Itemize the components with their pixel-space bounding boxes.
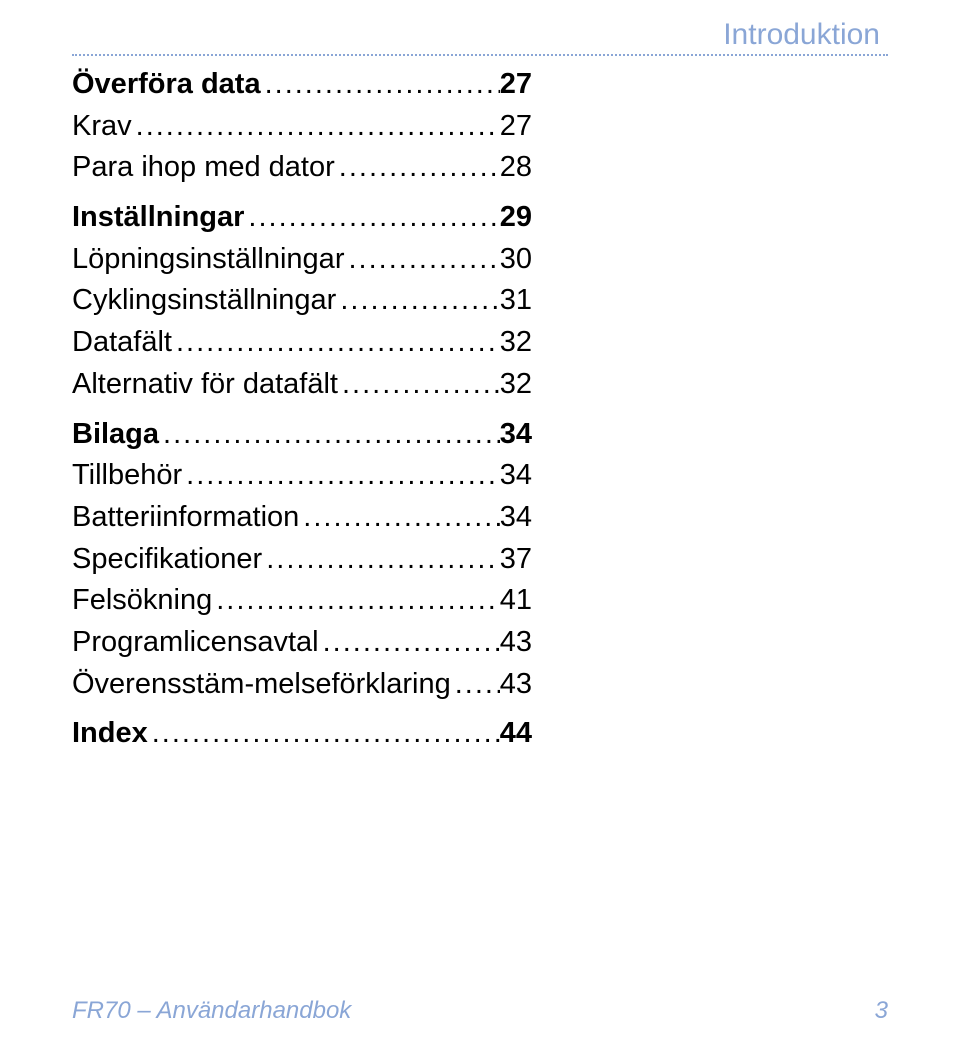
toc-item-label: Datafält — [72, 324, 172, 362]
toc-item-label: Batteriinformation — [72, 499, 299, 537]
toc-item-label: Krav — [72, 108, 132, 146]
toc-leader: ........................................… — [212, 582, 499, 620]
toc-item-page: 32 — [500, 324, 532, 362]
toc-item-label: Alternativ för datafält — [72, 366, 338, 404]
toc-leader: ........................................… — [451, 666, 500, 704]
toc-item-page: 27 — [500, 108, 532, 146]
toc-item[interactable]: Krav....................................… — [72, 108, 532, 146]
toc-item-page: 28 — [500, 149, 532, 187]
toc-leader: ........................................… — [148, 715, 500, 753]
toc-item[interactable]: Specifikationer.........................… — [72, 541, 532, 579]
toc-item[interactable]: Datafält................................… — [72, 324, 532, 362]
toc-item[interactable]: Felsökning..............................… — [72, 582, 532, 620]
toc-leader: ........................................… — [299, 499, 499, 537]
toc-item-page: 34 — [500, 457, 532, 495]
toc-heading-page: 44 — [500, 715, 532, 753]
toc-item-label: Cyklingsinställningar — [72, 282, 336, 320]
toc-leader: ........................................… — [319, 624, 500, 662]
toc-item[interactable]: Batteriinformation......................… — [72, 499, 532, 537]
toc-item-page: 30 — [500, 241, 532, 279]
toc-item-label: Specifikationer — [72, 541, 262, 579]
toc-heading-label: Inställningar — [72, 199, 244, 237]
toc-item[interactable]: Programlicensavtal......................… — [72, 624, 532, 662]
toc-leader: ........................................… — [338, 366, 500, 404]
toc-item-label: Programlicensavtal — [72, 624, 319, 662]
toc-item[interactable]: Alternativ för datafält.................… — [72, 366, 532, 404]
toc-item-page: 32 — [500, 366, 532, 404]
toc-leader: ........................................… — [132, 108, 500, 146]
toc-heading-page: 29 — [500, 199, 532, 237]
toc-item[interactable]: Para ihop med dator.....................… — [72, 149, 532, 187]
toc-group-gap — [72, 408, 532, 416]
toc-leader: ........................................… — [172, 324, 500, 362]
toc-heading-label: Bilaga — [72, 416, 159, 454]
toc-item[interactable]: Löpningsinställningar...................… — [72, 241, 532, 279]
toc-item-page: 43 — [500, 666, 532, 704]
toc-leader: ........................................… — [344, 241, 499, 279]
page-footer: FR70 – Användarhandbok 3 — [72, 997, 888, 1025]
toc-item-page: 43 — [500, 624, 532, 662]
toc-item-page: 34 — [500, 499, 532, 537]
section-title: Introduktion — [72, 18, 888, 52]
toc-item-label: Tillbehör — [72, 457, 182, 495]
toc-heading[interactable]: Index...................................… — [72, 715, 532, 753]
toc-item-label: Para ihop med dator — [72, 149, 335, 187]
footer-page-number: 3 — [875, 997, 888, 1025]
toc-heading[interactable]: Överföra data...........................… — [72, 66, 532, 104]
toc-heading-label: Överföra data — [72, 66, 261, 104]
toc-heading-label: Index — [72, 715, 148, 753]
toc-leader: ........................................… — [159, 416, 500, 454]
toc-item-page: 37 — [500, 541, 532, 579]
toc-item-label: Överensstäm-melseförklaring — [72, 666, 451, 704]
toc-group-gap — [72, 707, 532, 715]
toc-heading[interactable]: Bilaga..................................… — [72, 416, 532, 454]
page-content: Introduktion Överföra data..............… — [0, 0, 960, 753]
toc-item-label: Löpningsinställningar — [72, 241, 344, 279]
footer-left: FR70 – Användarhandbok — [72, 997, 351, 1025]
toc-heading[interactable]: Inställningar...........................… — [72, 199, 532, 237]
toc-leader: ........................................… — [182, 457, 500, 495]
toc-item-page: 31 — [500, 282, 532, 320]
toc-leader: ........................................… — [336, 282, 499, 320]
toc-heading-page: 34 — [500, 416, 532, 454]
toc-group-gap — [72, 191, 532, 199]
toc-leader: ........................................… — [261, 66, 500, 104]
toc-item[interactable]: Tillbehör...............................… — [72, 457, 532, 495]
toc-item[interactable]: Överensstäm-melseförklaring.............… — [72, 666, 532, 704]
divider — [72, 54, 888, 56]
toc-leader: ........................................… — [262, 541, 500, 579]
table-of-contents: Överföra data...........................… — [72, 66, 532, 753]
toc-item-page: 41 — [500, 582, 532, 620]
toc-leader: ........................................… — [335, 149, 500, 187]
toc-leader: ........................................… — [244, 199, 499, 237]
toc-item-label: Felsökning — [72, 582, 212, 620]
toc-heading-page: 27 — [500, 66, 532, 104]
toc-item[interactable]: Cyklingsinställningar...................… — [72, 282, 532, 320]
